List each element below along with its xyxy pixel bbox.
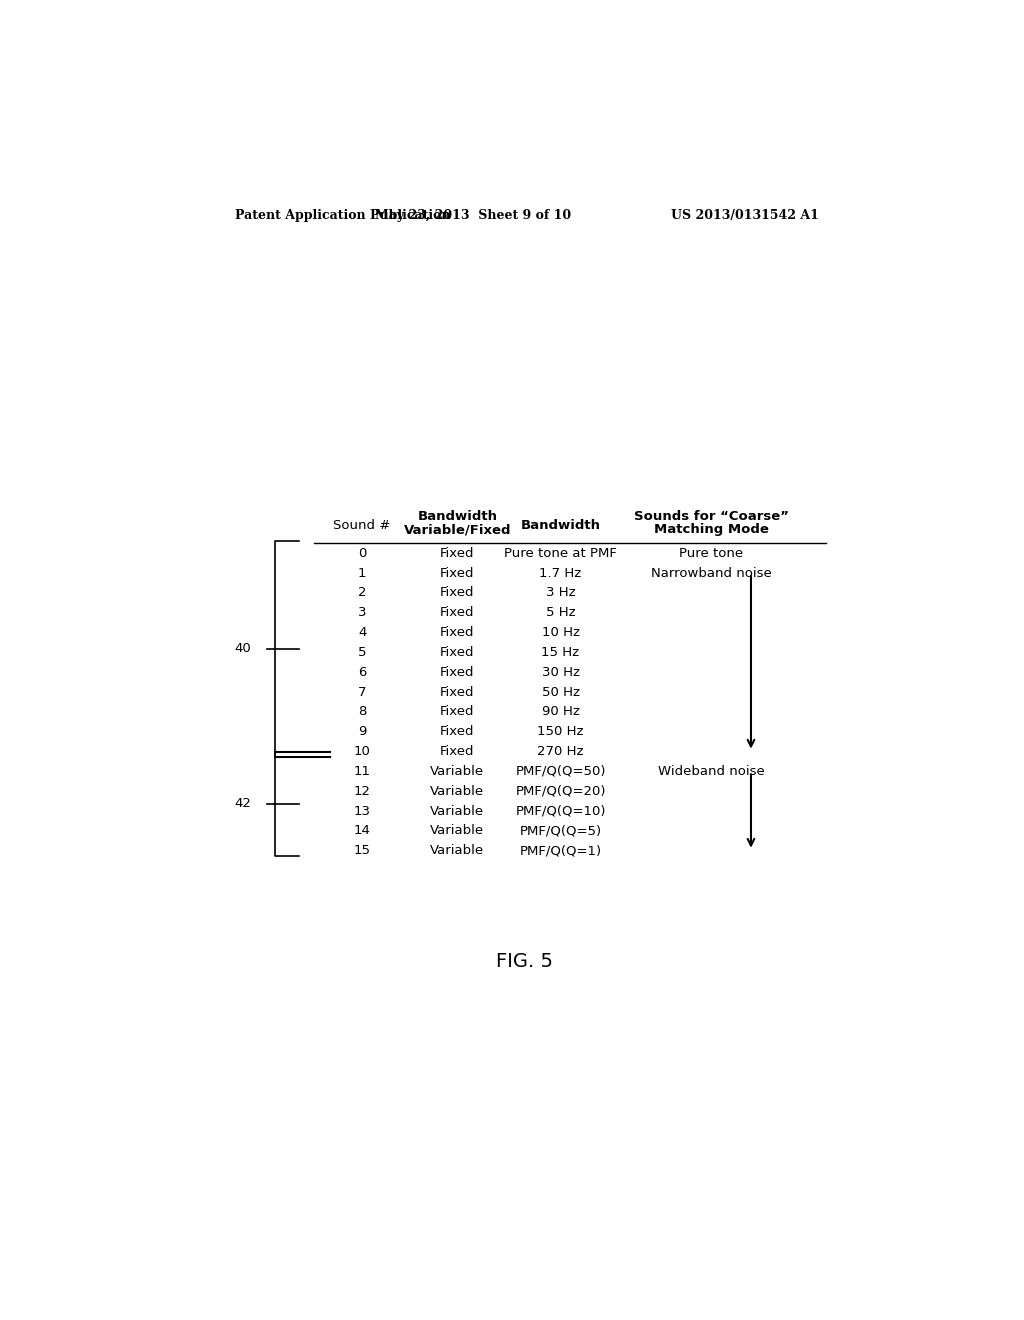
Text: 10 Hz: 10 Hz <box>542 626 580 639</box>
Text: 4: 4 <box>358 626 367 639</box>
Text: Sounds for “Coarse”: Sounds for “Coarse” <box>634 511 788 523</box>
Text: Fixed: Fixed <box>440 626 474 639</box>
Text: 3 Hz: 3 Hz <box>546 586 575 599</box>
Text: 9: 9 <box>358 725 367 738</box>
Text: PMF/Q(Q=20): PMF/Q(Q=20) <box>515 784 606 797</box>
Text: 7: 7 <box>357 685 367 698</box>
Text: Matching Mode: Matching Mode <box>654 523 769 536</box>
Text: 6: 6 <box>358 665 367 678</box>
Text: 12: 12 <box>353 784 371 797</box>
Text: PMF/Q(Q=5): PMF/Q(Q=5) <box>519 824 601 837</box>
Text: Fixed: Fixed <box>440 566 474 579</box>
Text: 50 Hz: 50 Hz <box>542 685 580 698</box>
Text: Bandwidth: Bandwidth <box>418 511 498 523</box>
Text: 2: 2 <box>357 586 367 599</box>
Text: FIG. 5: FIG. 5 <box>497 952 553 970</box>
Text: Variable: Variable <box>430 784 484 797</box>
Text: Fixed: Fixed <box>440 606 474 619</box>
Text: May 23, 2013  Sheet 9 of 10: May 23, 2013 Sheet 9 of 10 <box>375 209 571 222</box>
Text: PMF/Q(Q=1): PMF/Q(Q=1) <box>519 845 601 857</box>
Text: 150 Hz: 150 Hz <box>538 725 584 738</box>
Text: 5: 5 <box>357 645 367 659</box>
Text: 1: 1 <box>357 566 367 579</box>
Text: 15 Hz: 15 Hz <box>542 645 580 659</box>
Text: Fixed: Fixed <box>440 725 474 738</box>
Text: 1.7 Hz: 1.7 Hz <box>540 566 582 579</box>
Text: Variable: Variable <box>430 764 484 777</box>
Text: Fixed: Fixed <box>440 705 474 718</box>
Text: Pure tone at PMF: Pure tone at PMF <box>504 546 616 560</box>
Text: Variable: Variable <box>430 845 484 857</box>
Text: PMF/Q(Q=50): PMF/Q(Q=50) <box>515 764 606 777</box>
Text: Fixed: Fixed <box>440 744 474 758</box>
Text: Fixed: Fixed <box>440 586 474 599</box>
Text: Variable/Fixed: Variable/Fixed <box>403 523 511 536</box>
Text: Variable: Variable <box>430 824 484 837</box>
Text: 15: 15 <box>353 845 371 857</box>
Text: PMF/Q(Q=10): PMF/Q(Q=10) <box>515 804 606 817</box>
Text: Narrowband noise: Narrowband noise <box>651 566 772 579</box>
Text: Variable: Variable <box>430 804 484 817</box>
Text: US 2013/0131542 A1: US 2013/0131542 A1 <box>671 209 818 222</box>
Text: 5 Hz: 5 Hz <box>546 606 575 619</box>
Text: 13: 13 <box>353 804 371 817</box>
Text: 0: 0 <box>358 546 367 560</box>
Text: 3: 3 <box>357 606 367 619</box>
Text: 42: 42 <box>234 797 251 810</box>
Text: 270 Hz: 270 Hz <box>538 744 584 758</box>
Text: 10: 10 <box>353 744 371 758</box>
Text: Fixed: Fixed <box>440 546 474 560</box>
Text: Bandwidth: Bandwidth <box>520 519 600 532</box>
Text: 11: 11 <box>353 764 371 777</box>
Text: Patent Application Publication: Patent Application Publication <box>236 209 451 222</box>
Text: 90 Hz: 90 Hz <box>542 705 580 718</box>
Text: 8: 8 <box>358 705 367 718</box>
Text: 14: 14 <box>353 824 371 837</box>
Text: 30 Hz: 30 Hz <box>542 665 580 678</box>
Text: Pure tone: Pure tone <box>679 546 743 560</box>
Text: Fixed: Fixed <box>440 685 474 698</box>
Text: Fixed: Fixed <box>440 665 474 678</box>
Text: Wideband noise: Wideband noise <box>658 764 765 777</box>
Text: Sound #: Sound # <box>334 519 391 532</box>
Text: Fixed: Fixed <box>440 645 474 659</box>
Text: 40: 40 <box>234 643 251 656</box>
